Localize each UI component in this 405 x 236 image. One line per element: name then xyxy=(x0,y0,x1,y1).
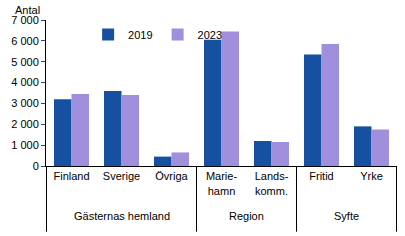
svg-text:Övriga: Övriga xyxy=(155,170,188,182)
svg-text:2019: 2019 xyxy=(128,29,152,41)
svg-text:7 000: 7 000 xyxy=(11,14,39,26)
svg-text:Lands-komm.: Lands-komm. xyxy=(255,170,289,196)
svg-text:4 000: 4 000 xyxy=(11,76,39,88)
svg-text:6 000: 6 000 xyxy=(11,35,39,47)
svg-text:Sverige: Sverige xyxy=(103,170,140,182)
svg-text:Syfte: Syfte xyxy=(334,210,359,222)
svg-text:5 000: 5 000 xyxy=(11,56,39,68)
svg-text:Finland: Finland xyxy=(53,170,89,182)
svg-text:Fritid: Fritid xyxy=(309,170,333,182)
svg-text:Antal: Antal xyxy=(15,4,40,16)
svg-text:2023: 2023 xyxy=(198,29,222,41)
svg-text:Marie-hamn: Marie-hamn xyxy=(206,170,238,196)
svg-text:2 000: 2 000 xyxy=(11,118,39,130)
svg-text:Gästernas hemland: Gästernas hemland xyxy=(74,210,170,222)
svg-text:3 000: 3 000 xyxy=(11,97,39,109)
svg-text:1 000: 1 000 xyxy=(11,139,39,151)
svg-text:0: 0 xyxy=(33,160,39,172)
svg-text:Region: Region xyxy=(229,210,264,222)
svg-text:Yrke: Yrke xyxy=(360,170,383,182)
